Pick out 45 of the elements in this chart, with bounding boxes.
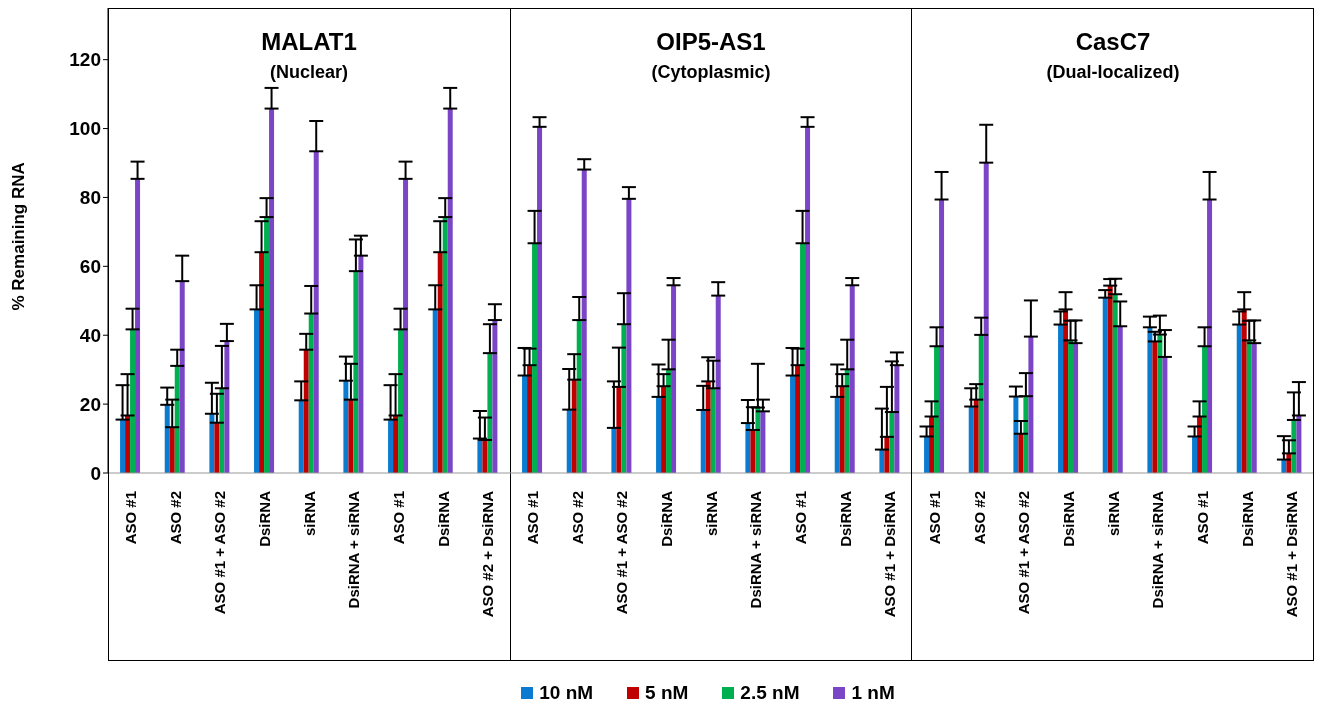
x-tick-label: siRNA bbox=[702, 490, 720, 537]
x-tick-label: ASO #1 + ASO #2 bbox=[211, 491, 229, 615]
y-tick-label: 120 bbox=[69, 49, 101, 71]
x-tick-label: DsiRNA + siRNA bbox=[345, 490, 363, 609]
y-tick-label: 100 bbox=[69, 118, 101, 140]
legend-label: 2.5 nM bbox=[740, 682, 800, 704]
x-tick-label: DsiRNA bbox=[657, 490, 675, 547]
x-tick-label: DsiRNA bbox=[434, 490, 452, 547]
x-tick-label: DsiRNA + siRNA bbox=[1149, 490, 1167, 609]
x-tick-label: ASO #1 bbox=[925, 491, 943, 545]
x-tick-label: ASO #1 + DsiRNA bbox=[1283, 490, 1301, 618]
x-tick-label: ASO #1 bbox=[121, 491, 139, 545]
x-tick-label: ASO #2 bbox=[970, 491, 988, 545]
text: OIP5-AS1 bbox=[655, 28, 767, 56]
text: (Nuclear) bbox=[269, 62, 349, 83]
x-tick-label: DsiRNA bbox=[836, 490, 854, 547]
x-tick-label: ASO #1 bbox=[523, 491, 541, 545]
text: CasC7 bbox=[1074, 28, 1152, 56]
y-axis-title: % Remaining RNA bbox=[9, 162, 29, 311]
y-tick-label: 0 bbox=[90, 462, 101, 484]
x-tick-label: ASO #1 bbox=[791, 491, 809, 545]
x-tick-label: siRNA bbox=[1104, 490, 1122, 537]
legend-label: 10 nM bbox=[539, 682, 594, 704]
text: (Dual-localized) bbox=[1045, 62, 1181, 83]
x-tick-label: ASO #2 bbox=[568, 491, 586, 545]
y-tick-label: 20 bbox=[79, 393, 101, 415]
x-tick-label: ASO #2 bbox=[166, 491, 184, 545]
x-tick-label: ASO #1 + ASO #2 bbox=[613, 491, 631, 615]
x-tick-label: DsiRNA + siRNA bbox=[747, 490, 765, 609]
x-tick-label: DsiRNA bbox=[255, 490, 273, 547]
y-tick-label: 80 bbox=[79, 187, 101, 209]
text: (Cytoplasmic) bbox=[650, 62, 772, 83]
x-tick-label: siRNA bbox=[300, 490, 318, 537]
x-tick-label: DsiRNA bbox=[1238, 490, 1256, 547]
legend-label: 1 nM bbox=[851, 682, 895, 704]
x-tick-label: ASO #1 bbox=[1193, 491, 1211, 545]
y-tick-label: 60 bbox=[79, 256, 101, 278]
legend-label: 5 nM bbox=[645, 682, 689, 704]
x-tick-label: DsiRNA bbox=[1059, 490, 1077, 547]
text: MALAT1 bbox=[260, 28, 358, 56]
y-tick-label: 40 bbox=[79, 324, 101, 346]
x-tick-label: ASO #1 + ASO #2 bbox=[1015, 491, 1033, 615]
x-tick-label: ASO #1 bbox=[389, 491, 407, 545]
x-tick-label: ASO #2 + DsiRNA bbox=[479, 490, 497, 618]
x-tick-label: ASO #1 + DsiRNA bbox=[881, 490, 899, 618]
